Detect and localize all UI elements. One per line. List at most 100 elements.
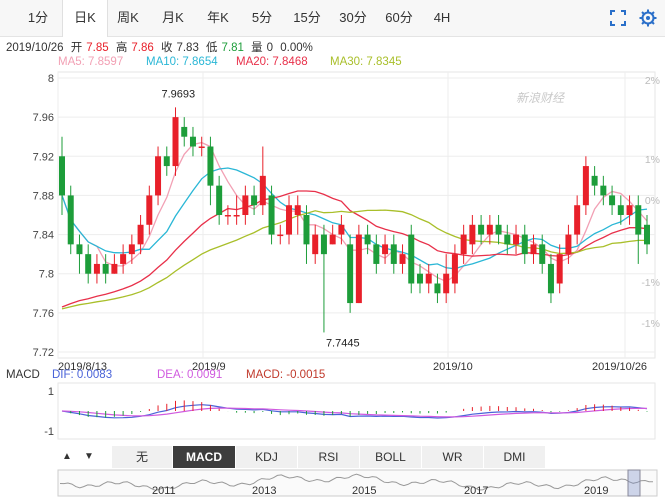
indicator-none[interactable]: 无 [112,446,173,468]
indicator-rsi[interactable]: RSI [298,446,360,468]
candle-body[interactable] [399,254,406,264]
tab-weekly-k[interactable]: 周K [117,10,139,25]
candle-body[interactable] [172,117,179,167]
navigator-handle[interactable] [627,469,641,497]
tab-yearly-k[interactable]: 年K [207,10,229,25]
candle-body[interactable] [163,156,170,167]
scroll-left-icon[interactable]: ▲ [62,451,72,462]
tab-5min[interactable]: 5分 [251,10,273,25]
candle-body[interactable] [574,205,581,235]
fullscreen-icon[interactable] [608,8,628,28]
x-tick-label: 2019/10/26 [592,361,647,373]
candle-body[interactable] [207,146,214,186]
candle-body[interactable] [85,254,92,274]
candle-body[interactable] [486,224,493,235]
candle-body[interactable] [434,283,441,294]
ma20-line [61,190,648,308]
candle-body[interactable] [460,234,467,255]
candle-body[interactable] [120,254,127,264]
candle-body[interactable] [216,185,223,215]
tab-daily-k[interactable]: 日K [62,0,108,37]
indicator-kdj[interactable]: KDJ [236,446,298,468]
candle-body[interactable] [539,244,546,264]
candle-body[interactable] [443,273,450,294]
candle-body[interactable] [303,215,310,245]
candle-body[interactable] [268,195,275,235]
candle-body[interactable] [373,244,380,264]
candle-body[interactable] [137,224,144,245]
candle-body[interactable] [128,244,135,255]
candle-body[interactable] [644,224,650,245]
indicator-macd[interactable]: MACD [173,446,236,468]
candle-body[interactable] [504,234,511,245]
pct-tick-label: 2% [645,75,660,87]
candle-body[interactable] [382,244,389,255]
candle-body[interactable] [294,205,301,215]
candle-body[interactable] [364,234,371,245]
candle-body[interactable] [233,215,240,217]
candle-body[interactable] [146,195,153,225]
candle-body[interactable] [635,205,642,235]
candle-body[interactable] [76,244,83,255]
candle-body[interactable] [102,263,109,274]
tab-15min[interactable]: 15分 [293,10,321,25]
candle-body[interactable] [155,156,162,196]
scroll-right-icon[interactable]: ▼ [84,451,94,462]
max-price-label: 7.9693 [162,88,196,100]
candle-body[interactable] [617,205,624,215]
settings-icon[interactable] [638,8,658,28]
candle-body[interactable] [425,273,432,284]
tab-30min[interactable]: 30分 [339,10,367,25]
candle-body[interactable] [320,234,327,255]
indicator-dmi[interactable]: DMI [484,446,546,468]
y-tick-label: 7.76 [33,308,54,320]
candle-body[interactable] [67,195,74,245]
candle-body[interactable] [530,244,537,255]
indicator-wr[interactable]: WR [422,446,484,468]
candle-body[interactable] [600,185,607,196]
candle-body[interactable] [521,234,528,255]
tab-1min[interactable]: 1分 [27,10,49,25]
info-open-label: 开 [70,42,83,54]
candle-body[interactable] [547,263,554,294]
candle-body[interactable] [312,234,319,255]
candle-body[interactable] [451,254,458,284]
candle-body[interactable] [556,254,563,284]
info-change: 0.00% [280,42,313,54]
candle-body[interactable] [347,244,354,304]
candle-body[interactable] [59,156,65,196]
candle-body[interactable] [513,234,520,245]
candle-body[interactable] [181,126,188,137]
candle-body[interactable] [495,224,502,235]
candle-body[interactable] [478,224,485,235]
candle-body[interactable] [469,224,476,245]
candle-body[interactable] [416,273,423,284]
candle-body[interactable] [189,136,196,147]
candle-body[interactable] [286,205,293,235]
candle-body[interactable] [259,175,266,206]
candle-body[interactable] [277,234,284,237]
tab-60min[interactable]: 60分 [385,10,413,25]
candle-body[interactable] [198,146,205,149]
candle-body[interactable] [251,195,258,206]
candle-body[interactable] [609,195,616,206]
candle-body[interactable] [93,263,100,274]
candle-body[interactable] [565,234,572,255]
candle-body[interactable] [355,234,362,304]
y-tick-label: 7.72 [33,347,54,359]
candle-body[interactable] [591,175,598,186]
candle-body[interactable] [408,234,415,284]
candle-body[interactable] [111,263,118,274]
candle-body[interactable] [242,195,249,215]
indicator-boll[interactable]: BOLL [360,446,422,468]
candle-body[interactable] [626,205,633,215]
candle-body[interactable] [390,244,397,264]
candle-body[interactable] [338,224,345,235]
pct-tick-label: -1% [641,277,660,289]
tab-monthly-k[interactable]: 月K [162,10,184,25]
candle-body[interactable] [224,215,231,217]
candle-body[interactable] [329,234,336,245]
tab-4h[interactable]: 4H [433,10,451,25]
candle-body[interactable] [582,166,589,206]
